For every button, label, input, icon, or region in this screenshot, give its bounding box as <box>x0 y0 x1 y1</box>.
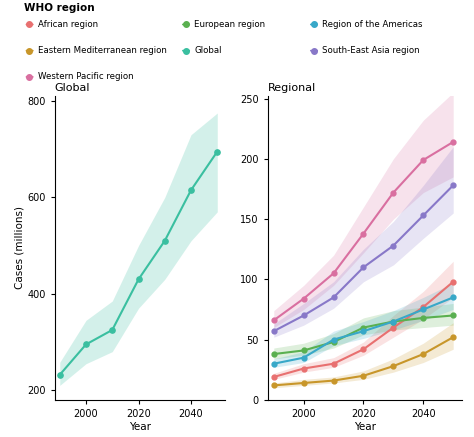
Text: Western Pacific region: Western Pacific region <box>38 73 134 81</box>
Text: Regional: Regional <box>268 83 316 93</box>
Text: South-East Asia region: South-East Asia region <box>322 46 420 55</box>
Text: African region: African region <box>38 20 98 29</box>
X-axis label: Year: Year <box>354 422 376 432</box>
Text: European region: European region <box>194 20 265 29</box>
Y-axis label: Cases (millions): Cases (millions) <box>14 207 24 289</box>
Text: WHO region: WHO region <box>24 3 94 13</box>
X-axis label: Year: Year <box>129 422 151 432</box>
Text: Region of the Americas: Region of the Americas <box>322 20 423 29</box>
Text: Eastern Mediterranean region: Eastern Mediterranean region <box>38 46 167 55</box>
Text: Global: Global <box>194 46 222 55</box>
Text: Global: Global <box>55 83 90 93</box>
